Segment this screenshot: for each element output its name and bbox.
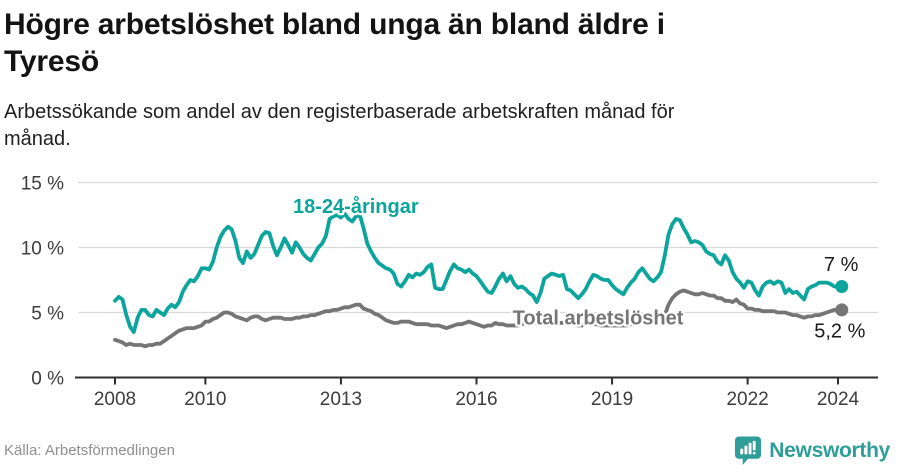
series-line-young xyxy=(113,211,844,334)
chart-subtitle-line2: månad. xyxy=(4,128,71,150)
gridlines xyxy=(78,181,878,314)
x-tick-label-2016: 2016 xyxy=(455,389,497,410)
x-tick-label-2010: 2010 xyxy=(184,389,226,410)
series-lines xyxy=(113,211,844,349)
newsworthy-logo-icon xyxy=(735,436,762,465)
y-tick-label-10: 10 % xyxy=(21,239,64,260)
x-axis-labels: 2008 2010 2013 2016 2019 2022 2024 xyxy=(94,389,860,410)
x-tick-label-2019: 2019 xyxy=(591,389,633,410)
y-tick-label-15: 15 % xyxy=(21,174,64,195)
chart-subtitle-line1: Arbetssökande som andel av den registerb… xyxy=(4,101,675,123)
chart-area: 0 % 5 % 10 % 15 % 2008 2010 2013 2016 2019 2022 2… xyxy=(0,153,900,422)
chart-subtitle: Arbetssökande som andel av den registerb… xyxy=(4,99,880,153)
y-tick-label-5: 5 % xyxy=(31,304,64,325)
annotation-1: Total arbetslöshet xyxy=(513,307,684,329)
x-tick-label-2008: 2008 xyxy=(94,389,136,410)
footer: Källa: Arbetsförmedlingen Newsworthy xyxy=(0,425,900,474)
series-line-total xyxy=(113,288,844,349)
x-tick-label-2013: 2013 xyxy=(320,389,362,410)
annotation-2: 7 % xyxy=(824,254,859,276)
x-axis xyxy=(75,376,878,385)
newsworthy-brand: Newsworthy xyxy=(734,435,890,466)
annotation-3: 5,2 % xyxy=(814,320,865,342)
chart-title-line2: Tyresö xyxy=(4,45,99,78)
header: Högre arbetslöshet bland unga än bland ä… xyxy=(0,0,900,153)
x-tick-label-2024: 2024 xyxy=(817,389,860,410)
newsworthy-wordmark: Newsworthy xyxy=(769,438,890,462)
series-end-dot-total xyxy=(835,303,849,317)
chart-title: Högre arbetslöshet bland unga än bland ä… xyxy=(4,6,880,80)
annotation-0: 18-24-åringar xyxy=(293,195,419,218)
line-chart: 0 %5 %10 %15 % 2008 2010 2013 2016 2019 2022 2… xyxy=(21,174,878,410)
logo-barchart-glyph xyxy=(740,440,756,455)
y-axis-labels: 0 % 5 % 10 % 15 % xyxy=(21,174,64,390)
series-annotations: 18-24-åringar Total arbetslöshet 7 % 5,2 % xyxy=(291,193,868,345)
chart-title-line1: Högre arbetslöshet bland unga än bland ä… xyxy=(4,8,665,41)
series-end-dot-young xyxy=(835,280,849,293)
x-tick-label-2022: 2022 xyxy=(726,389,768,410)
source-credit: Källa: Arbetsförmedlingen xyxy=(4,442,175,459)
series-end-dots xyxy=(835,280,849,317)
y-tick-label-0: 0 % xyxy=(31,369,64,390)
